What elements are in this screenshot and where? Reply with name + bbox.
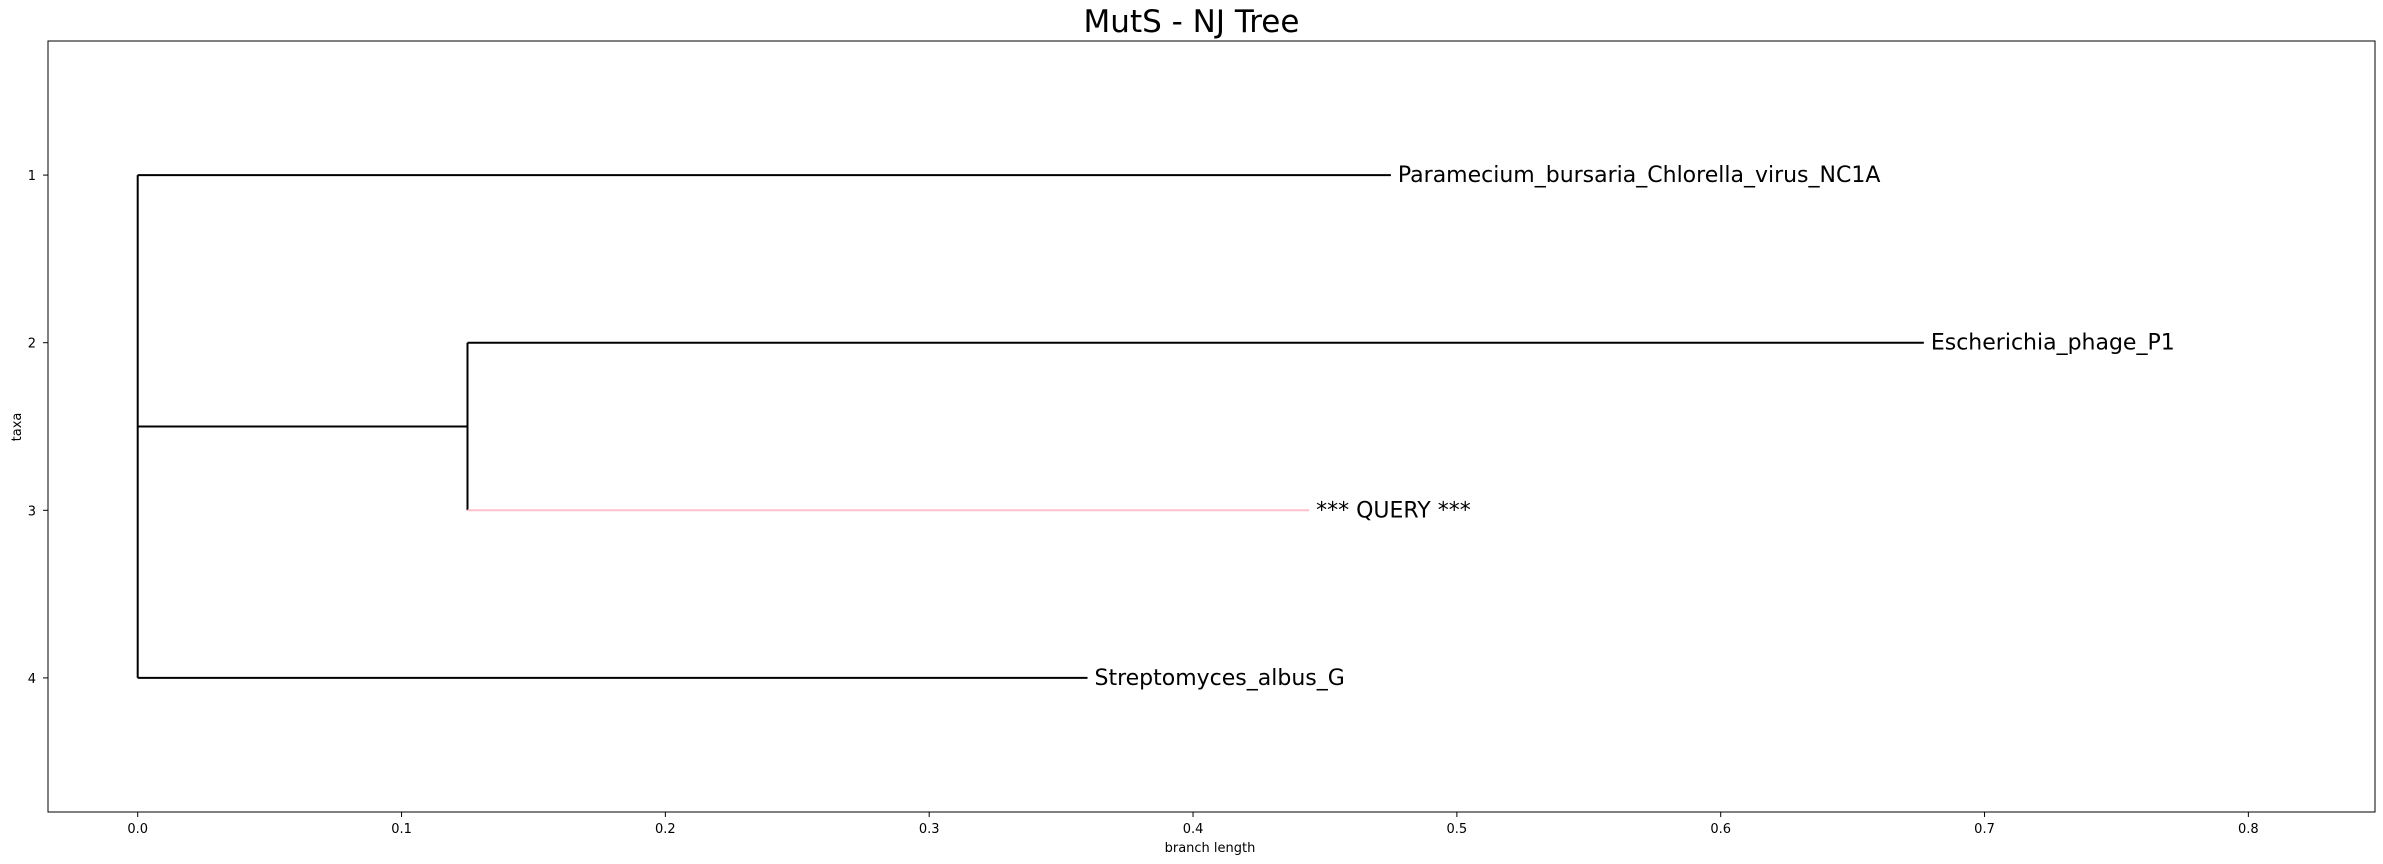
x-tick-label: 0.8 <box>2238 822 2259 837</box>
y-tick-label: 2 <box>28 337 36 352</box>
x-axis-label: branch length <box>1165 841 1256 856</box>
leaf-label: Paramecium_bursaria_Chlorella_virus_NC1A <box>1398 163 1881 188</box>
x-tick-label: 0.3 <box>919 822 940 837</box>
y-axis-label: taxa <box>10 413 25 442</box>
chart-title: MutS - NJ Tree <box>1083 4 1300 40</box>
leaf-label: Escherichia_phage_P1 <box>1931 331 2175 356</box>
leaf-labels: Paramecium_bursaria_Chlorella_virus_NC1A… <box>1094 163 2174 691</box>
x-tick-label: 0.1 <box>391 822 412 837</box>
y-tick-label: 3 <box>28 504 36 519</box>
x-tick-label: 0.7 <box>1974 822 1995 837</box>
x-tick-label: 0.2 <box>655 822 676 837</box>
tree-branches <box>136 174 1924 679</box>
x-tick-label: 0.4 <box>1183 822 1204 837</box>
x-tick-label: 0.5 <box>1447 822 1468 837</box>
x-axis: 0.0 0.1 0.2 0.3 0.4 0.5 0.6 0.7 0.8 <box>127 812 2259 837</box>
leaf-label: *** QUERY *** <box>1316 498 1471 523</box>
y-tick-label: 1 <box>28 169 36 184</box>
y-axis: 1 2 3 4 <box>28 169 48 687</box>
y-tick-label: 4 <box>28 672 36 687</box>
leaf-label: Streptomyces_albus_G <box>1094 666 1344 691</box>
x-tick-label: 0.6 <box>1710 822 1731 837</box>
x-tick-label: 0.0 <box>127 822 148 837</box>
plot-frame <box>47 40 2376 813</box>
